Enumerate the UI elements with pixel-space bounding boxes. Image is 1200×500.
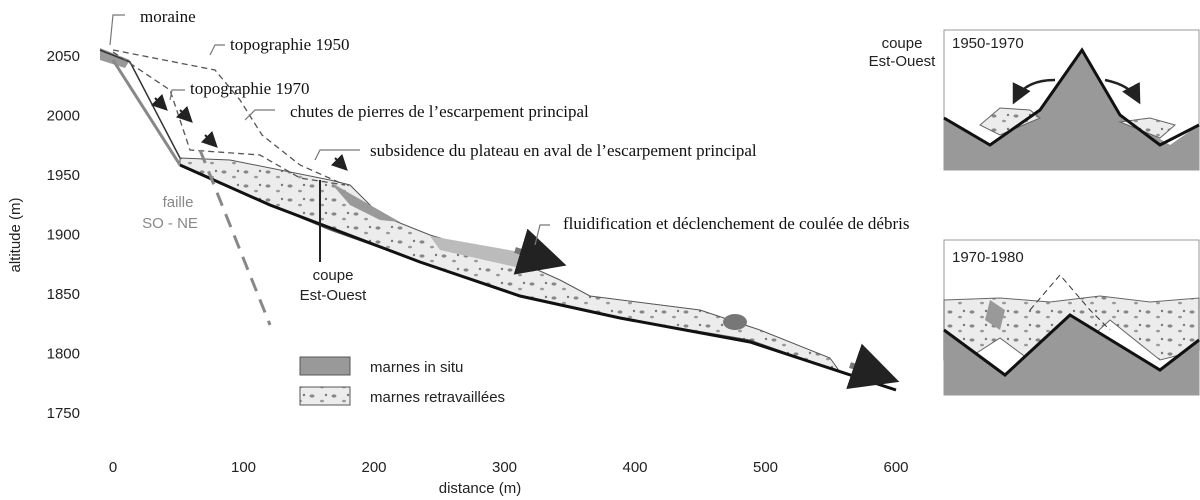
- y-axis-label: altitude (m): [7, 197, 24, 272]
- inset: coupe Est-Ouest 1950-1970: [869, 30, 1199, 170]
- y-tick-label: 1850: [47, 286, 80, 303]
- x-axis-label: distance (m): [439, 480, 522, 497]
- inset: 1970-1980: [944, 240, 1199, 395]
- inset-title: 1950-1970: [952, 35, 1024, 52]
- inset-label: coupe: [882, 35, 923, 52]
- annotation: Est-Ouest: [300, 287, 368, 304]
- inset-title: 1970-1980: [952, 249, 1024, 266]
- x-tick-label: 500: [753, 459, 778, 476]
- annotation: chutes de pierres de l’escarpement princ…: [290, 102, 589, 121]
- legend-label: marnes in situ: [370, 359, 463, 376]
- x-tick-label: 200: [361, 459, 386, 476]
- x-tick-label: 400: [622, 459, 647, 476]
- y-tick-label: 2000: [47, 108, 80, 125]
- y-tick-label: 1750: [47, 405, 80, 422]
- inset-label: Est-Ouest: [869, 53, 937, 70]
- legend-label: marnes retravaillées: [370, 389, 505, 406]
- annotation: topographie 1950: [230, 35, 349, 54]
- y-tick-label: 2050: [47, 48, 80, 65]
- annotation: fluidification et déclenchement de coulé…: [563, 214, 909, 233]
- x-tick-label: 300: [492, 459, 517, 476]
- y-tick-label: 1900: [47, 227, 80, 244]
- annotation: subsidence du plateau en aval de l’escar…: [370, 141, 757, 160]
- annotation: coupe: [313, 267, 354, 284]
- page: distance (m) altitude (m) 0 100 200 300 400 5…: [0, 0, 1200, 500]
- legend-swatch: [300, 387, 350, 405]
- annotation: faille: [163, 194, 194, 211]
- annotation: topographie 1970: [190, 79, 309, 98]
- diagram: distance (m) altitude (m) 0 100 200 300 400 5…: [0, 0, 1200, 500]
- y-tick-label: 1950: [47, 167, 80, 184]
- x-tick-label: 0: [109, 459, 117, 476]
- annotation: SO - NE: [142, 215, 198, 232]
- y-tick-label: 1800: [47, 346, 80, 363]
- x-tick-label: 100: [231, 459, 256, 476]
- annotation: moraine: [140, 7, 196, 26]
- legend-swatch: [300, 357, 350, 375]
- x-tick-label: 600: [883, 459, 908, 476]
